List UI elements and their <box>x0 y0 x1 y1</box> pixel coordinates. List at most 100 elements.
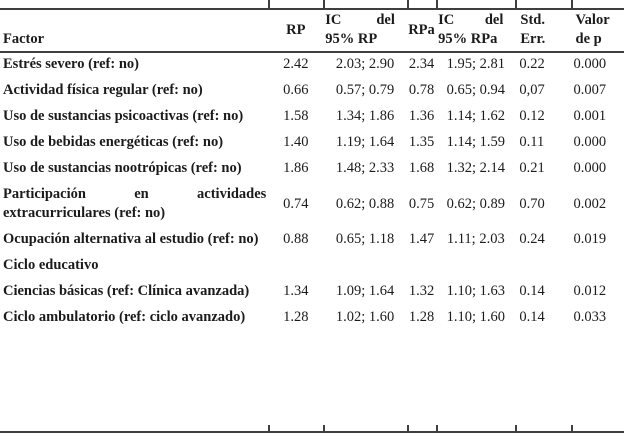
p-value-cell: 0.019 <box>573 231 607 247</box>
header-line: de p <box>575 31 602 47</box>
ic-rp-cell: 2.03; 2.90 <box>335 56 395 72</box>
table-row: Estrés severo (ref: no) 2.42 2.03; 2.90 … <box>0 52 624 79</box>
factor-cell: Estrés severo (ref: no) <box>3 56 139 72</box>
rp-cell: 1.58 <box>283 108 309 124</box>
rpa-cell: 2.34 <box>408 56 435 72</box>
header-line: Std. <box>520 12 545 28</box>
ic-rpa-cell: 1.11; 2.03 <box>446 231 505 247</box>
rp-cell: 0.74 <box>283 195 309 212</box>
header-word: IC <box>438 12 455 28</box>
table-top-rule <box>0 8 624 10</box>
rpa-cell <box>407 254 436 280</box>
p-value-cell: 0.033 <box>573 309 607 325</box>
column-tick <box>571 425 573 431</box>
std-err-cell: 0.21 <box>519 160 545 176</box>
col-header-p-value: Valor de p <box>571 10 624 53</box>
section-label-cell: Ciclo educativo <box>3 257 99 273</box>
header-line: IC del <box>438 11 503 30</box>
col-header-rp: RP <box>268 10 324 53</box>
column-tick <box>268 425 270 431</box>
rpa-cell: 0.75 <box>408 195 435 212</box>
factor-cell: Ocupación alternativa al estudio (ref: n… <box>3 231 259 247</box>
factor-cell: Uso de sustancias nootrópicas (ref: no) <box>3 160 242 176</box>
ic-rpa-cell: 1.14; 1.62 <box>446 108 505 124</box>
p-value-cell <box>572 254 624 280</box>
std-err-cell: 0,07 <box>519 82 545 98</box>
column-tick <box>515 0 517 9</box>
table-bottom-rule <box>0 431 624 433</box>
p-value-cell: 0.000 <box>573 160 607 176</box>
ic-rp-cell: 1.02; 1.60 <box>335 309 395 325</box>
column-tick <box>571 0 573 9</box>
p-value-cell: 0.002 <box>573 195 607 212</box>
rp-cell <box>268 254 323 280</box>
rp-cell: 1.34 <box>283 283 309 299</box>
rp-cell: 1.86 <box>283 160 309 176</box>
ic-rp-cell: 1.09; 1.64 <box>335 283 395 299</box>
std-err-cell: 0.14 <box>519 309 545 325</box>
table-row: Ciclo ambulatorio (ref: ciclo avanzado) … <box>0 306 624 332</box>
std-err-cell: 0.70 <box>519 195 545 212</box>
header-word: IC <box>325 12 342 28</box>
rp-cell: 0.88 <box>283 231 309 247</box>
std-err-cell: 0.12 <box>519 108 545 124</box>
table-row: Ocupación alternativa al estudio (ref: n… <box>0 228 624 254</box>
std-err-cell: 0.11 <box>519 134 545 150</box>
ic-rpa-cell: 1.95; 2.81 <box>446 56 505 72</box>
regression-results-table: Factor RP IC del 95% RP RPa IC del 95% RPa… <box>0 10 624 332</box>
ic-rpa-cell: 0.65; 0.94 <box>446 82 505 98</box>
factor-cell: Ciencias básicas (ref: Clínica avanzada) <box>3 283 250 299</box>
header-line: Valor <box>575 12 610 28</box>
rpa-cell: 1.28 <box>408 309 435 325</box>
ic-rp-cell: 1.19; 1.64 <box>335 134 395 150</box>
ic-rpa-cell: 0.62; 0.89 <box>446 195 505 212</box>
rpa-cell: 1.47 <box>408 231 435 247</box>
factor-cell: Participación en actividades extracurric… <box>3 186 267 221</box>
ic-rpa-cell: 1.10; 1.63 <box>446 283 505 299</box>
col-header-ic-rp: IC del 95% RP <box>323 10 407 53</box>
col-header-rpa: RPa <box>406 10 437 53</box>
col-header-ic-rpa: IC del 95% RPa <box>436 10 516 53</box>
table-row: Uso de sustancias psicoactivas (ref: no)… <box>0 105 624 131</box>
header-line: IC del <box>325 11 395 30</box>
header-line: Err. <box>520 31 546 47</box>
col-header-std-err: Std. Err. <box>515 10 572 53</box>
rpa-cell: 1.35 <box>408 134 435 150</box>
header-line: 95% RPa <box>438 31 498 47</box>
header-word: del <box>376 12 395 28</box>
factor-cell: Uso de sustancias psicoactivas (ref: no) <box>3 108 244 124</box>
rpa-cell: 1.68 <box>408 160 435 176</box>
rpa-cell: 0.78 <box>408 82 435 98</box>
rpa-cell: 1.36 <box>408 108 435 124</box>
column-tick <box>323 425 325 431</box>
p-value-cell: 0.012 <box>573 283 607 299</box>
header-line: 95% RP <box>325 31 378 47</box>
col-header-factor: Factor <box>0 10 269 53</box>
factor-cell: Ciclo ambulatorio (ref: ciclo avanzado) <box>3 309 246 325</box>
ic-rp-cell: 0.65; 1.18 <box>335 231 395 247</box>
rp-cell: 1.28 <box>283 309 309 325</box>
header-word: del <box>484 12 504 28</box>
ic-rpa-cell <box>436 254 515 280</box>
rp-cell: 2.42 <box>283 56 309 72</box>
p-value-cell: 0.007 <box>573 82 607 98</box>
rpa-cell: 1.32 <box>408 283 435 299</box>
ic-rpa-cell: 1.14; 1.59 <box>446 134 505 150</box>
ic-rp-cell <box>323 254 407 280</box>
table-row: Participación en actividades extracurric… <box>0 183 624 228</box>
std-err-cell: 0.24 <box>519 231 545 247</box>
ic-rp-cell: 1.34; 1.86 <box>335 108 395 124</box>
std-err-cell <box>515 254 571 280</box>
table-row: Ciencias básicas (ref: Clínica avanzada)… <box>0 280 624 306</box>
p-value-cell: 0.000 <box>573 56 607 72</box>
column-tick <box>436 0 438 9</box>
column-tick <box>407 425 409 431</box>
rp-cell: 0.66 <box>283 82 309 98</box>
ic-rp-cell: 1.48; 2.33 <box>335 160 395 176</box>
column-tick <box>515 425 517 431</box>
column-tick <box>323 0 325 9</box>
column-tick <box>407 0 409 9</box>
std-err-cell: 0.14 <box>519 283 545 299</box>
ic-rp-cell: 0.62; 0.88 <box>335 195 395 212</box>
